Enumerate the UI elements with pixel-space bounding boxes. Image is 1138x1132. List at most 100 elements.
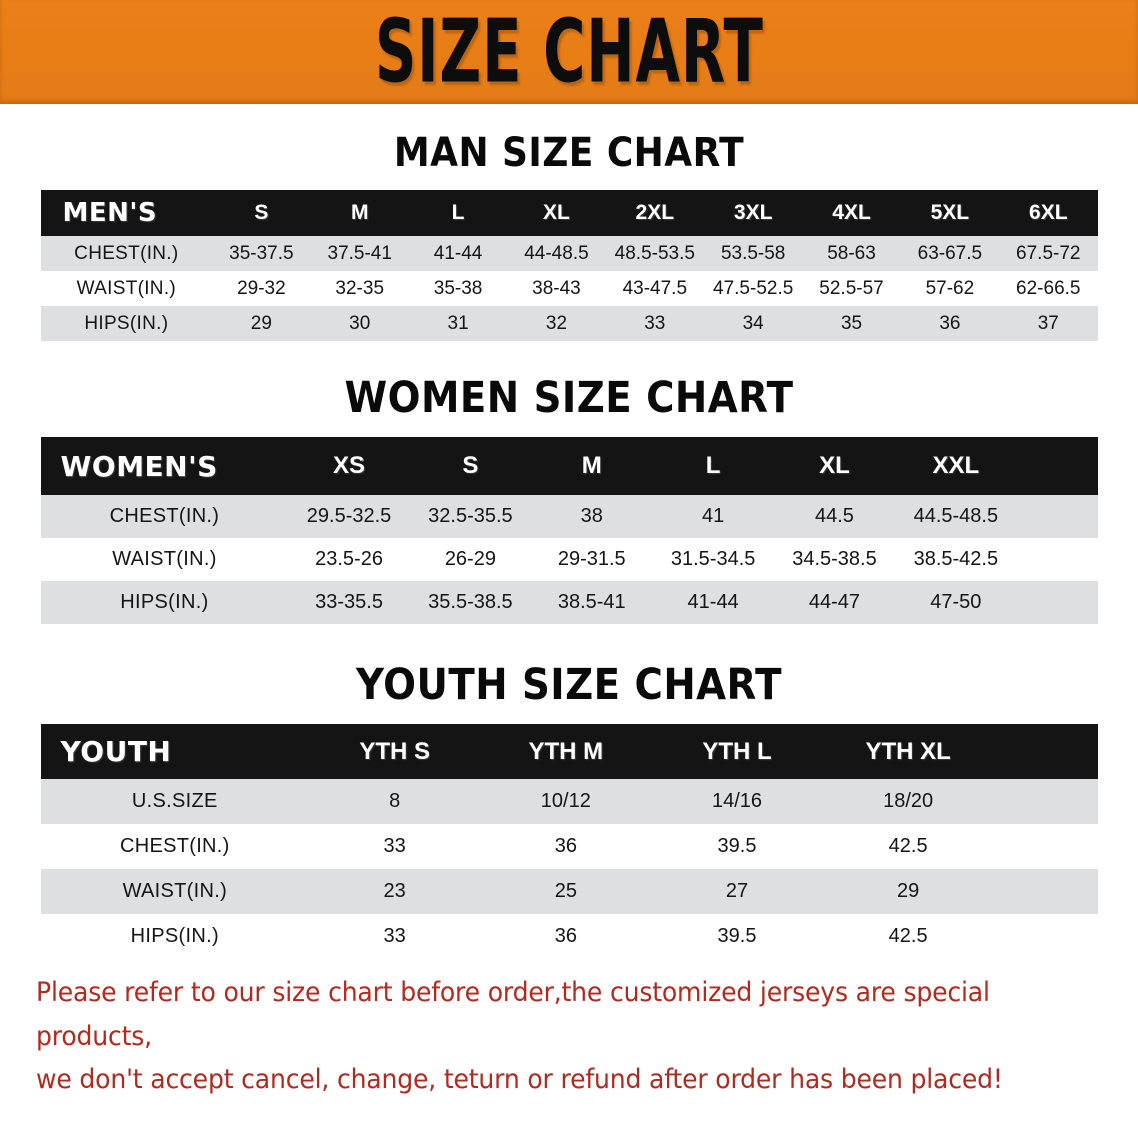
table-row: WAIST(IN.) 29-32 32-35 35-38 38-43 43-47.5 47.… (40, 271, 1098, 306)
men-cell: 52.5-57 (802, 271, 901, 306)
women-cell: 33-35.5 (288, 581, 410, 624)
youth-cell: 10/12 (480, 779, 652, 824)
men-col-header-l: L (451, 201, 465, 224)
youth-cell: 27 (651, 869, 823, 914)
women-cell: 35.5-38.5 (409, 581, 532, 624)
youth-cell: 18/20 (822, 779, 994, 824)
youth-cell-filler (993, 914, 1098, 959)
men-cell: 31 (408, 306, 508, 341)
women-table-corner-label: WOMEN'S (60, 449, 218, 483)
order-disclaimer: Please refer to our size chart before or… (36, 971, 1027, 1102)
women-cell-filler (1016, 495, 1098, 538)
table-row: HIPS(IN.) 29 30 31 32 33 34 35 36 37 (40, 306, 1098, 341)
women-cell: 38 (531, 495, 653, 538)
youth-cell-filler (993, 779, 1098, 824)
men-cell: 35 (802, 306, 901, 341)
women-table-header: WOMEN'S XS S M L XL XXL (40, 437, 1098, 495)
men-cell: 48.5-53.5 (605, 236, 704, 271)
men-cell: 32 (507, 306, 606, 341)
women-cell: 34.5-38.5 (773, 538, 896, 581)
men-cell: 38-43 (507, 271, 606, 306)
women-cell-filler (1016, 581, 1098, 624)
women-cell: 29.5-32.5 (288, 495, 410, 538)
youth-row-label: U.S.SIZE (40, 779, 310, 824)
men-cell: 47.5-52.5 (703, 271, 803, 306)
man-size-table: MEN'S S M L XL 2XL 3XL 4XL 5XL 6XL CHEST(IN.) 35-3… (40, 190, 1098, 341)
youth-col-header-yth-m: YTH M (528, 737, 604, 765)
men-cell: 30 (310, 306, 409, 341)
women-col-header-xxl: XXL (932, 452, 980, 479)
man-table-body: CHEST(IN.) 35-37.5 37.5-41 41-44 44-48.5 48.5… (40, 236, 1098, 341)
youth-cell-filler (993, 824, 1098, 869)
men-cell: 32-35 (310, 271, 409, 306)
table-row: U.S.SIZE 8 10/12 14/16 18/20 (40, 779, 1098, 824)
women-col-header-xl: XL (819, 452, 850, 479)
men-cell: 63-67.5 (900, 236, 1000, 271)
women-cell: 26-29 (409, 538, 532, 581)
women-row-label: HIPS(IN.) (40, 581, 289, 624)
women-cell: 44.5 (773, 495, 896, 538)
men-cell: 29 (212, 306, 311, 341)
men-cell: 29-32 (212, 271, 311, 306)
men-row-label: WAIST(IN.) (40, 271, 213, 306)
men-cell: 57-62 (900, 271, 1000, 306)
men-table-corner-label: MEN'S (62, 198, 158, 228)
youth-col-header-yth-s: YTH S (359, 737, 431, 765)
women-cell: 31.5-34.5 (652, 538, 774, 581)
men-cell: 35-37.5 (212, 236, 311, 271)
men-cell: 35-38 (408, 271, 508, 306)
women-row-label: CHEST(IN.) (40, 495, 289, 538)
men-col-header-xl: XL (543, 201, 570, 224)
men-col-header-3xl: 3XL (733, 201, 773, 224)
youth-table-corner-label: YOUTH (60, 735, 172, 768)
women-cell: 32.5-35.5 (409, 495, 532, 538)
men-col-header-m: M (350, 201, 369, 224)
banner-title: SIZE CHART (374, 1, 764, 103)
youth-cell: 42.5 (822, 914, 994, 959)
men-cell: 37 (999, 306, 1098, 341)
youth-row-label: CHEST(IN.) (40, 824, 310, 869)
women-header-row: WOMEN'S XS S M L XL XXL (40, 437, 1098, 495)
youth-col-header-yth-l: YTH L (702, 737, 772, 765)
women-cell: 29-31.5 (531, 538, 653, 581)
man-section-heading: MAN SIZE CHART (393, 130, 745, 176)
men-cell: 53.5-58 (703, 236, 803, 271)
youth-cell: 42.5 (822, 824, 994, 869)
table-row: CHEST(IN.) 35-37.5 37.5-41 41-44 44-48.5 48.5… (40, 236, 1098, 271)
men-cell: 58-63 (802, 236, 901, 271)
youth-row-label: WAIST(IN.) (40, 869, 310, 914)
men-col-header-4xl: 4XL (832, 201, 871, 224)
disclaimer-line-2: we don't accept cancel, change, teturn o… (36, 1064, 1003, 1096)
women-col-header-filler (1017, 437, 1098, 495)
women-cell: 44-47 (773, 581, 896, 624)
women-size-table-wrapper: WOMEN'S XS S M L XL XXL CHEST(IN.) 29.5-32.5 32.… (40, 437, 1098, 624)
women-section-heading: WOMEN SIZE CHART (344, 373, 794, 423)
men-cell: 44-48.5 (507, 236, 606, 271)
women-table-body: CHEST(IN.) 29.5-32.5 32.5-35.5 38 41 44.5 44.5… (40, 495, 1098, 624)
women-cell: 23.5-26 (288, 538, 410, 581)
men-row-label: HIPS(IN.) (40, 306, 213, 341)
men-cell: 67.5-72 (999, 236, 1098, 271)
youth-cell: 39.5 (651, 824, 823, 869)
women-cell: 44.5-48.5 (895, 495, 1017, 538)
table-row: HIPS(IN.) 33-35.5 35.5-38.5 38.5-41 41-44 44-… (40, 581, 1098, 624)
table-row: WAIST(IN.) 23.5-26 26-29 29-31.5 31.5-34.5 34… (40, 538, 1098, 581)
men-cell: 33 (605, 306, 704, 341)
youth-cell: 39.5 (651, 914, 823, 959)
men-col-header-6xl: 6XL (1029, 201, 1068, 224)
table-row: CHEST(IN.) 33 36 39.5 42.5 (40, 824, 1098, 869)
women-cell: 38.5-42.5 (895, 538, 1017, 581)
youth-col-header-yth-xl: YTH XL (865, 737, 951, 765)
youth-size-table-wrapper: YOUTH YTH S YTH M YTH L YTH XL U.S.SIZE 8 10/1… (40, 724, 1098, 959)
youth-row-label: HIPS(IN.) (40, 914, 310, 959)
youth-cell: 33 (309, 914, 481, 959)
women-cell: 41-44 (652, 581, 774, 624)
man-size-table-wrapper: MEN'S S M L XL 2XL 3XL 4XL 5XL 6XL CHEST(IN.) 35-3… (40, 190, 1098, 341)
women-size-table: WOMEN'S XS S M L XL XXL CHEST(IN.) 29.5-32.5 32.… (40, 437, 1098, 624)
women-cell-filler (1016, 538, 1098, 581)
youth-header-row: YOUTH YTH S YTH M YTH L YTH XL (40, 724, 1098, 779)
men-col-header-s: S (254, 201, 269, 224)
youth-cell: 36 (480, 914, 652, 959)
women-col-header-l: L (705, 452, 721, 479)
youth-table-body: U.S.SIZE 8 10/12 14/16 18/20 CHEST(IN.) 33 36 39… (40, 779, 1098, 959)
